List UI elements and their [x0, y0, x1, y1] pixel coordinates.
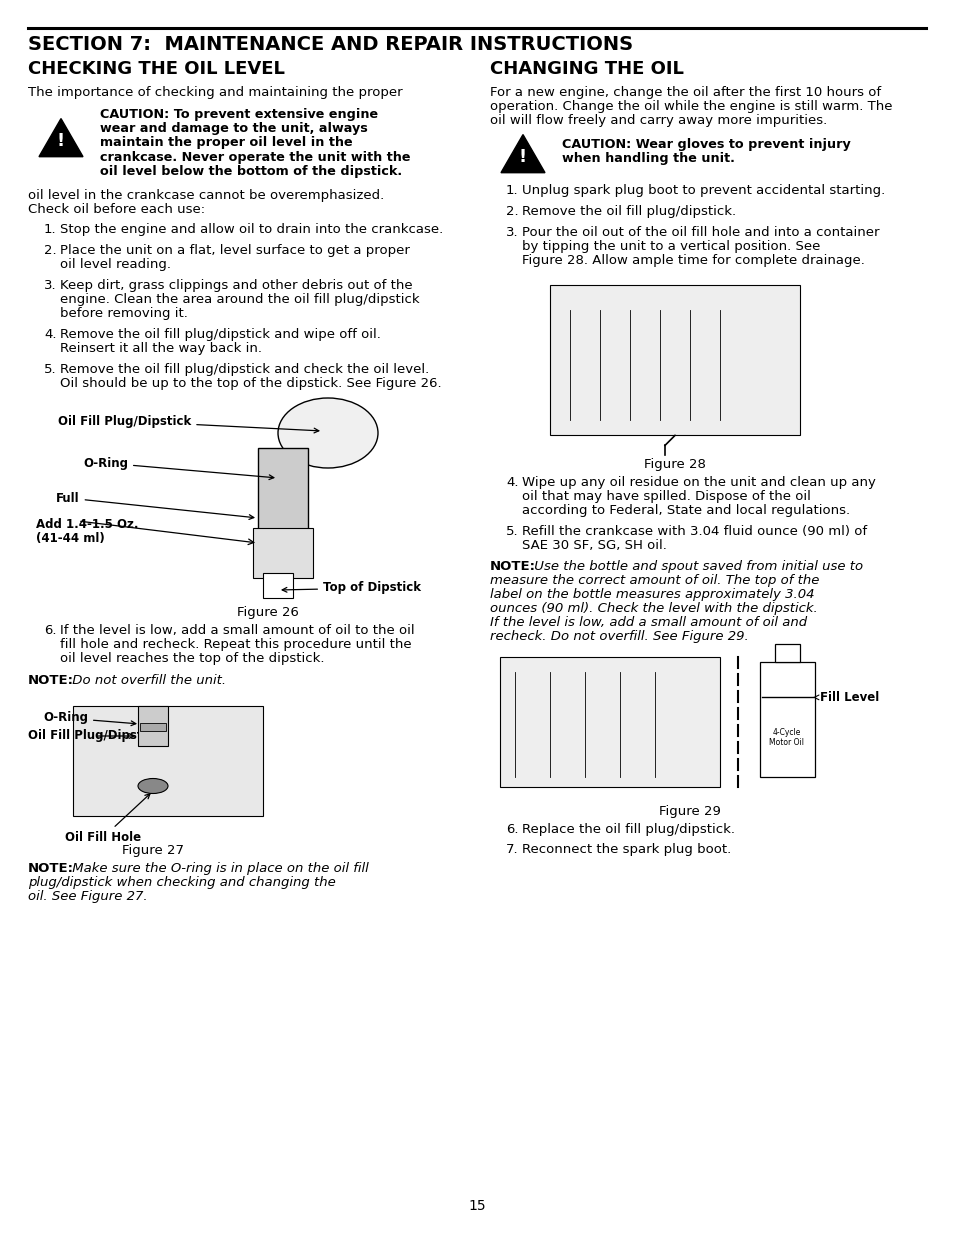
Text: operation. Change the oil while the engine is still warm. The: operation. Change the oil while the engi…: [490, 100, 892, 112]
Text: 4.: 4.: [505, 477, 518, 489]
Text: recheck. Do not overfill. See Figure 29.: recheck. Do not overfill. See Figure 29.: [490, 630, 748, 643]
Text: Make sure the O-ring is in place on the oil fill: Make sure the O-ring is in place on the …: [68, 862, 369, 876]
Text: O-Ring: O-Ring: [83, 457, 274, 479]
Text: Add 1.4-1.5 Oz.: Add 1.4-1.5 Oz.: [36, 517, 138, 531]
Text: Figure 28: Figure 28: [643, 458, 705, 472]
Text: Use the bottle and spout saved from initial use to: Use the bottle and spout saved from init…: [530, 561, 862, 573]
Text: wear and damage to the unit, always: wear and damage to the unit, always: [100, 122, 367, 135]
Text: Keep dirt, grass clippings and other debris out of the: Keep dirt, grass clippings and other deb…: [60, 279, 413, 291]
Text: Refill the crankcase with 3.04 fluid ounce (90 ml) of: Refill the crankcase with 3.04 fluid oun…: [521, 525, 866, 538]
Text: Fill Level: Fill Level: [813, 690, 879, 704]
Text: 1.: 1.: [44, 224, 56, 236]
Text: For a new engine, change the oil after the first 10 hours of: For a new engine, change the oil after t…: [490, 86, 881, 99]
Bar: [550, 285, 800, 436]
Bar: [774, 645, 800, 662]
Text: Remove the oil fill plug/dipstick and wipe off oil.: Remove the oil fill plug/dipstick and wi…: [60, 329, 380, 341]
Text: engine. Clean the area around the oil fill plug/dipstick: engine. Clean the area around the oil fi…: [60, 293, 419, 306]
Text: Check oil before each use:: Check oil before each use:: [28, 203, 205, 216]
Text: by tipping the unit to a vertical position. See: by tipping the unit to a vertical positi…: [521, 241, 820, 253]
Text: CHANGING THE OIL: CHANGING THE OIL: [490, 61, 683, 78]
Text: NOTE:: NOTE:: [490, 561, 536, 573]
Text: NOTE:: NOTE:: [28, 674, 74, 687]
Text: Reconnect the spark plug boot.: Reconnect the spark plug boot.: [521, 844, 731, 856]
Bar: [140, 722, 166, 731]
Bar: [138, 706, 168, 746]
Text: CAUTION: Wear gloves to prevent injury: CAUTION: Wear gloves to prevent injury: [561, 138, 850, 151]
Text: oil. See Figure 27.: oil. See Figure 27.: [28, 890, 148, 903]
Polygon shape: [500, 135, 544, 173]
Text: 3.: 3.: [44, 279, 56, 291]
Polygon shape: [39, 119, 83, 157]
Text: 1.: 1.: [505, 184, 518, 198]
Text: Stop the engine and allow oil to drain into the crankcase.: Stop the engine and allow oil to drain i…: [60, 224, 443, 236]
Text: 4-Cycle
Motor Oil: 4-Cycle Motor Oil: [769, 727, 803, 747]
Bar: [73, 706, 263, 816]
Text: SECTION 7:  MAINTENANCE AND REPAIR INSTRUCTIONS: SECTION 7: MAINTENANCE AND REPAIR INSTRU…: [28, 35, 633, 54]
Text: Unplug spark plug boot to prevent accidental starting.: Unplug spark plug boot to prevent accide…: [521, 184, 884, 198]
Text: Remove the oil fill plug/dipstick and check the oil level.: Remove the oil fill plug/dipstick and ch…: [60, 363, 429, 375]
Text: 2.: 2.: [505, 205, 518, 219]
Text: Figure 28. Allow ample time for complete drainage.: Figure 28. Allow ample time for complete…: [521, 254, 864, 268]
Text: O-Ring: O-Ring: [43, 711, 135, 726]
Text: 4.: 4.: [44, 329, 56, 341]
Text: oil level reaches the top of the dipstick.: oil level reaches the top of the dipstic…: [60, 652, 324, 664]
Text: Replace the oil fill plug/dipstick.: Replace the oil fill plug/dipstick.: [521, 824, 734, 836]
Bar: [253, 529, 313, 578]
Text: crankcase. Never operate the unit with the: crankcase. Never operate the unit with t…: [100, 151, 410, 163]
Bar: [499, 657, 720, 788]
Bar: [760, 662, 814, 777]
Text: Oil Fill Plug/Dipstick: Oil Fill Plug/Dipstick: [58, 415, 318, 433]
Text: Place the unit on a flat, level surface to get a proper: Place the unit on a flat, level surface …: [60, 245, 410, 257]
Text: oil level below the bottom of the dipstick.: oil level below the bottom of the dipsti…: [100, 164, 402, 178]
Text: ounces (90 ml). Check the level with the dipstick.: ounces (90 ml). Check the level with the…: [490, 603, 817, 615]
Text: Do not overfill the unit.: Do not overfill the unit.: [68, 674, 226, 687]
Text: CHECKING THE OIL LEVEL: CHECKING THE OIL LEVEL: [28, 61, 285, 78]
Text: (41-44 ml): (41-44 ml): [36, 532, 105, 545]
Text: measure the correct amount of oil. The top of the: measure the correct amount of oil. The t…: [490, 574, 819, 588]
Text: 15: 15: [468, 1199, 485, 1213]
Text: oil level reading.: oil level reading.: [60, 258, 171, 270]
Text: label on the bottle measures approximately 3.04: label on the bottle measures approximate…: [490, 588, 814, 601]
Text: 3.: 3.: [505, 226, 518, 240]
Text: 6.: 6.: [505, 824, 518, 836]
Text: oil will flow freely and carry away more impurities.: oil will flow freely and carry away more…: [490, 114, 826, 127]
Bar: [257, 448, 308, 538]
Text: Figure 27: Figure 27: [122, 844, 184, 857]
Text: Wipe up any oil residue on the unit and clean up any: Wipe up any oil residue on the unit and …: [521, 477, 875, 489]
Text: Oil Fill Hole: Oil Fill Hole: [65, 794, 150, 844]
Text: 6.: 6.: [44, 624, 56, 637]
Text: plug/dipstick when checking and changing the: plug/dipstick when checking and changing…: [28, 876, 335, 889]
Text: 7.: 7.: [505, 844, 518, 856]
Bar: [263, 573, 293, 598]
Text: 5.: 5.: [505, 525, 518, 538]
Text: when handling the unit.: when handling the unit.: [561, 152, 734, 165]
Text: oil level in the crankcase cannot be overemphasized.: oil level in the crankcase cannot be ove…: [28, 189, 384, 203]
Text: Figure 29: Figure 29: [659, 805, 720, 819]
Text: The importance of checking and maintaining the proper: The importance of checking and maintaini…: [28, 86, 402, 99]
Ellipse shape: [138, 778, 168, 794]
Text: maintain the proper oil level in the: maintain the proper oil level in the: [100, 136, 353, 149]
Text: Figure 26: Figure 26: [236, 606, 298, 619]
Text: If the level is low, add a small amount of oil to the oil: If the level is low, add a small amount …: [60, 624, 415, 637]
Text: Oil Fill Plug/Dipstick: Oil Fill Plug/Dipstick: [28, 730, 161, 742]
Text: 5.: 5.: [44, 363, 56, 375]
Text: before removing it.: before removing it.: [60, 308, 188, 320]
Text: NOTE:: NOTE:: [28, 862, 74, 876]
Text: Reinsert it all the way back in.: Reinsert it all the way back in.: [60, 342, 262, 354]
Text: If the level is low, add a small amount of oil and: If the level is low, add a small amount …: [490, 616, 806, 630]
Text: according to Federal, State and local regulations.: according to Federal, State and local re…: [521, 504, 849, 517]
Text: Full: Full: [56, 492, 253, 520]
Text: oil that may have spilled. Dispose of the oil: oil that may have spilled. Dispose of th…: [521, 490, 810, 504]
Text: fill hole and recheck. Repeat this procedure until the: fill hole and recheck. Repeat this proce…: [60, 638, 411, 651]
Text: !: !: [57, 132, 65, 149]
Text: SAE 30 SF, SG, SH oil.: SAE 30 SF, SG, SH oil.: [521, 540, 666, 552]
Text: Oil should be up to the top of the dipstick. See Figure 26.: Oil should be up to the top of the dipst…: [60, 377, 441, 390]
Ellipse shape: [277, 398, 377, 468]
Text: 2.: 2.: [44, 245, 56, 257]
Text: Pour the oil out of the oil fill hole and into a container: Pour the oil out of the oil fill hole an…: [521, 226, 879, 240]
Text: !: !: [518, 148, 526, 165]
Text: Top of Dipstick: Top of Dipstick: [282, 582, 420, 594]
Text: Remove the oil fill plug/dipstick.: Remove the oil fill plug/dipstick.: [521, 205, 736, 219]
Text: CAUTION: To prevent extensive engine: CAUTION: To prevent extensive engine: [100, 107, 377, 121]
